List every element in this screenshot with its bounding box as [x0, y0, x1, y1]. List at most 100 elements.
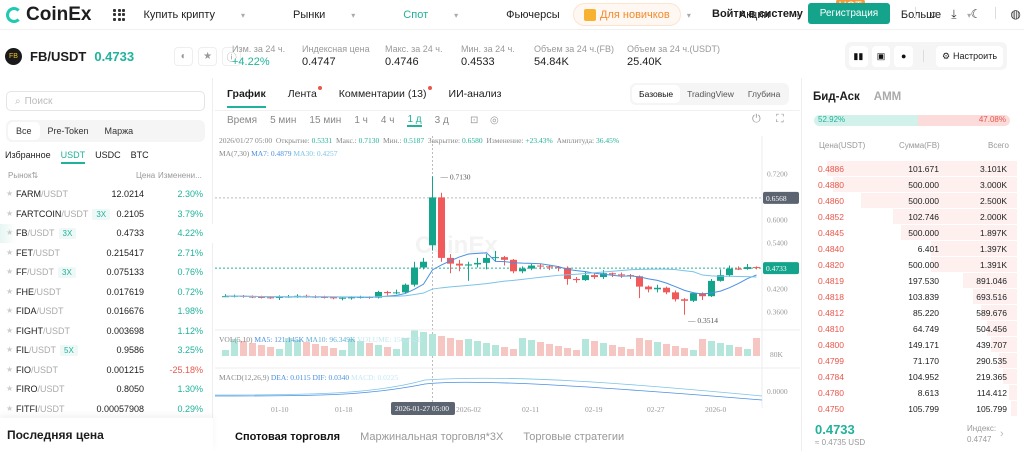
- divider: [923, 50, 924, 62]
- ask-row[interactable]: 0.479971.170290.535: [802, 353, 1017, 369]
- ask-row[interactable]: 0.4852102.7462.000K: [802, 209, 1017, 225]
- ask-row[interactable]: 0.4819197.530891.046: [802, 273, 1017, 289]
- quote-tab[interactable]: BTC: [131, 150, 149, 164]
- layout-tools: ▮▮ ▣ ● ⚙Настроить: [845, 42, 1007, 70]
- ask-row[interactable]: 0.4800149.171439.707: [802, 337, 1017, 353]
- svg-text:2026-01-27 05:00: 2026-01-27 05:00: [395, 404, 449, 413]
- download-icon[interactable]: ⤓: [951, 7, 956, 22]
- nav-item[interactable]: Рынки▾: [293, 9, 379, 21]
- apps-grid-icon[interactable]: [113, 9, 125, 21]
- svg-text:2026-0: 2026-0: [705, 405, 726, 414]
- quote-tab[interactable]: Избранное: [5, 150, 51, 164]
- trade-tab[interactable]: Маржинальная торговля*3X: [360, 431, 503, 443]
- star-icon[interactable]: ★: [6, 384, 13, 393]
- svg-text:0.0000: 0.0000: [767, 387, 788, 396]
- last-price-usd: ≈ 0.4735 USD: [815, 438, 865, 447]
- divider: [995, 7, 996, 19]
- theme-toggle-icon[interactable]: ◐: [174, 47, 193, 66]
- star-icon[interactable]: ★: [6, 228, 13, 237]
- layout-book-icon[interactable]: ▮▮: [849, 46, 868, 67]
- candlestick-chart[interactable]: 0.72000.60000.54000.42000.3600CoinEx— 0.…: [215, 78, 800, 418]
- star-icon[interactable]: ★: [6, 209, 13, 218]
- svg-text:0.5400: 0.5400: [767, 239, 788, 248]
- index-price[interactable]: Индекс:0.4747: [967, 423, 996, 445]
- market-row[interactable]: ★FET/USDT0.2154172.71%: [0, 244, 213, 263]
- star-icon[interactable]: ★: [6, 306, 13, 315]
- layout-swap-icon[interactable]: ●: [894, 46, 913, 67]
- login-link[interactable]: Войти в систему: [712, 8, 803, 20]
- market-row[interactable]: ★FIO/USDT0.001215-25.18%: [0, 361, 213, 380]
- star-icon[interactable]: ★: [6, 326, 13, 335]
- ask-row[interactable]: 0.4820500.0001.391K: [802, 257, 1017, 273]
- search-input[interactable]: ⌕Поиск: [6, 91, 205, 111]
- ma-readout: MA(7,30) MA7: 0.4879 MA30: 0.4257: [219, 149, 338, 158]
- svg-text:02-19: 02-19: [585, 405, 603, 414]
- quote-tab[interactable]: USDC: [95, 150, 121, 164]
- ask-row[interactable]: 0.481285.220589.676: [802, 305, 1017, 321]
- svg-text:01-18: 01-18: [335, 405, 353, 414]
- segment-2[interactable]: Маржа: [97, 122, 142, 140]
- leverage-badge: 5X: [60, 345, 78, 356]
- star-icon[interactable]: ★: [6, 345, 13, 354]
- market-row[interactable]: ★FITFI/USDT0.000579080.29%: [0, 400, 213, 419]
- quote-tab[interactable]: USDT: [61, 150, 86, 164]
- macd-readout: MACD(12,26,9) DEA: 0.0115 DIF: 0.0340 MA…: [219, 373, 398, 382]
- orderbook-tabs: Бид-АскAMM: [813, 91, 901, 103]
- layout-window-icon[interactable]: ▣: [872, 46, 891, 67]
- market-row[interactable]: ★FIL/USDT5X0.95863.25%: [0, 341, 213, 360]
- ticker-stat: Объем за 24 ч.(USDT)25.40K: [627, 44, 720, 68]
- star-icon[interactable]: ★: [6, 267, 13, 276]
- market-row[interactable]: ★FIDA/USDT0.0166761.98%: [0, 302, 213, 321]
- svg-text:02-27: 02-27: [647, 405, 665, 414]
- chevron-right-icon[interactable]: ›: [1000, 428, 1004, 440]
- svg-text:CoinEx: CoinEx: [415, 232, 498, 259]
- nav-item[interactable]: Спот▾: [403, 9, 482, 21]
- market-filter-segment: ВсеPre-TokenМаржа: [6, 120, 205, 142]
- gear-icon: ⚙: [942, 51, 950, 62]
- pair-name[interactable]: FB/USDT: [30, 49, 86, 64]
- ask-row[interactable]: 0.4860500.0002.500K: [802, 193, 1017, 209]
- ask-row[interactable]: 0.4845500.0001.897K: [802, 225, 1017, 241]
- register-button[interactable]: Регистрация: [808, 3, 890, 24]
- svg-text:0.7200: 0.7200: [767, 170, 788, 179]
- market-row[interactable]: ★FARTCOIN/USDT3X0.21053.79%: [0, 205, 213, 224]
- fb-coin-icon: FB: [5, 48, 22, 65]
- ask-row[interactable]: 0.47808.613114.412: [802, 385, 1017, 401]
- favorite-star-icon[interactable]: ★: [198, 47, 217, 66]
- market-row[interactable]: ★FF/USDT3X0.0751330.76%: [0, 263, 213, 282]
- ask-row[interactable]: 0.4880500.0003.000K: [802, 177, 1017, 193]
- trade-tab[interactable]: Спотовая торговля: [235, 431, 340, 443]
- svg-text:— 0.7130: — 0.7130: [440, 172, 471, 181]
- market-row[interactable]: ★FHE/USDT0.0176190.72%: [0, 283, 213, 302]
- pair-price: 0.4733: [94, 49, 134, 64]
- star-icon[interactable]: ★: [6, 365, 13, 374]
- newbie-button[interactable]: Для новичков: [573, 3, 681, 26]
- search-icon: ⌕: [15, 96, 21, 107]
- market-row[interactable]: ★FARM/USDT12.02142.30%: [0, 185, 213, 204]
- dark-mode-icon[interactable]: ☾: [971, 7, 982, 22]
- star-icon[interactable]: ★: [6, 404, 13, 413]
- segment-1[interactable]: Pre-Token: [40, 122, 97, 140]
- ask-row[interactable]: 0.481064.749504.456: [802, 321, 1017, 337]
- chart-panel: ГрафикЛентаКомментарии (13)ИИ-анализ Баз…: [215, 78, 800, 451]
- svg-text:0.4200: 0.4200: [767, 285, 788, 294]
- star-icon[interactable]: ★: [6, 189, 13, 198]
- ask-row[interactable]: 0.4818103.839693.516: [802, 289, 1017, 305]
- star-icon[interactable]: ★: [6, 287, 13, 296]
- market-row[interactable]: ★FB/USDT3X0.47334.22%: [0, 224, 213, 243]
- trade-tab[interactable]: Торговые стратегии: [523, 431, 624, 443]
- language-globe-icon[interactable]: ◍: [1010, 7, 1020, 22]
- coinex-logo[interactable]: CoinEx: [6, 4, 91, 26]
- customize-button[interactable]: ⚙Настроить: [936, 46, 1003, 67]
- svg-text:02-11: 02-11: [522, 405, 539, 414]
- market-row[interactable]: ★FIGHT/USDT0.0036981.12%: [0, 322, 213, 341]
- ask-row[interactable]: 0.48406.4011.397K: [802, 241, 1017, 257]
- ask-row[interactable]: 0.4784104.952219.365: [802, 369, 1017, 385]
- star-icon[interactable]: ★: [6, 248, 13, 257]
- ask-row[interactable]: 0.4886101.6713.101K: [802, 161, 1017, 177]
- segment-0[interactable]: Все: [8, 122, 40, 140]
- nav-item[interactable]: Купить крипту▾: [143, 9, 269, 21]
- market-row[interactable]: ★FIRO/USDT0.80501.30%: [0, 380, 213, 399]
- search-icon[interactable]: ○: [930, 7, 937, 22]
- ask-row[interactable]: 0.4750105.799105.799: [802, 401, 1017, 417]
